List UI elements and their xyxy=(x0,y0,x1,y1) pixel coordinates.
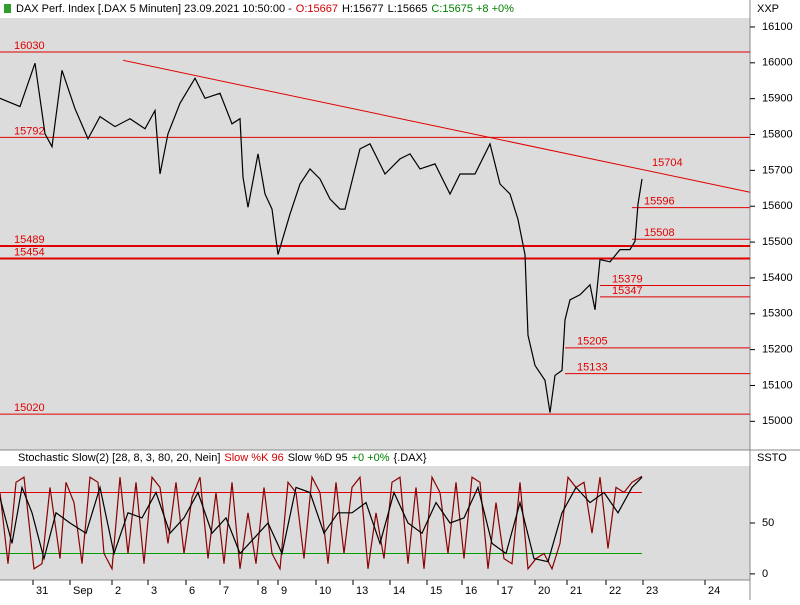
icon xyxy=(4,4,11,13)
level-label: 15020 xyxy=(14,402,45,414)
series-line xyxy=(0,476,643,563)
level-label: 16030 xyxy=(14,40,45,52)
header-value: L:15665 xyxy=(388,3,428,15)
axis-area xyxy=(750,0,800,600)
x-tick-label: 9 xyxy=(281,585,287,597)
level-label: 15205 xyxy=(577,336,608,348)
x-tick-label: 20 xyxy=(538,585,550,597)
series-line xyxy=(0,63,643,413)
y-tick-label: 15500 xyxy=(762,236,793,248)
x-tick-label: 14 xyxy=(393,585,405,597)
axis-area xyxy=(0,580,750,600)
level-label: 15596 xyxy=(644,196,675,208)
y-tick-label: 0 xyxy=(762,568,768,580)
series-line xyxy=(0,475,643,571)
x-tick-label: 2 xyxy=(115,585,121,597)
level-label: 15379 xyxy=(612,273,643,285)
x-tick-label: Sep xyxy=(73,585,93,597)
header-value: O:15667 xyxy=(296,3,338,15)
x-tick-label: 24 xyxy=(708,585,720,597)
level-label: 15454 xyxy=(14,246,45,258)
x-tick-label: 8 xyxy=(261,585,267,597)
header-value: H:15677 xyxy=(342,3,384,15)
y-tick-label: 15200 xyxy=(762,344,793,356)
y-tick-label: 15000 xyxy=(762,415,793,427)
y-tick-label: 15900 xyxy=(762,93,793,105)
y-tick-label: 16100 xyxy=(762,21,793,33)
y-tick-label: 15100 xyxy=(762,379,793,391)
header: DAX Perf. Index [.DAX 5 Minuten] 23.09.2… xyxy=(16,3,514,15)
y-tick-label: 15800 xyxy=(762,128,793,140)
level-label: 15704 xyxy=(652,157,683,169)
header: Stochastic Slow(2) [28, 8, 3, 80, 20, Ne… xyxy=(18,452,427,464)
header-value: C:15675 +8 +0% xyxy=(431,3,514,15)
x-tick-label: 17 xyxy=(501,585,513,597)
x-tick-label: 31 xyxy=(36,585,48,597)
y-tick-label: 16000 xyxy=(762,57,793,69)
x-tick-label: 6 xyxy=(189,585,195,597)
y-tick-label: 15600 xyxy=(762,200,793,212)
x-tick-label: 15 xyxy=(430,585,442,597)
level-label: 15508 xyxy=(644,227,675,239)
level-label: 15489 xyxy=(14,234,45,246)
x-tick-label: 16 xyxy=(465,585,477,597)
x-tick-label: 21 xyxy=(570,585,582,597)
y-tick-label: 15300 xyxy=(762,308,793,320)
x-tick-label: 7 xyxy=(223,585,229,597)
y-axis-label: XXP xyxy=(757,3,779,15)
level-label: 15347 xyxy=(612,285,643,297)
x-tick-label: 13 xyxy=(356,585,368,597)
x-tick-label: 10 xyxy=(319,585,331,597)
level-label: 15133 xyxy=(577,362,608,374)
x-tick-label: 23 xyxy=(646,585,658,597)
header-value: Slow %D 95 xyxy=(288,452,348,464)
background xyxy=(0,0,750,600)
title: Stochastic Slow(2) [28, 8, 3, 80, 20, Ne… xyxy=(18,452,220,464)
header-bar xyxy=(0,450,750,466)
trend-line xyxy=(122,59,751,193)
header-value: Slow %K 96 xyxy=(224,452,283,464)
header-bar xyxy=(0,0,750,18)
y-axis-label: SSTO xyxy=(757,452,787,464)
x-tick-label: 3 xyxy=(151,585,157,597)
header-value: {.DAX} xyxy=(394,452,427,464)
level-label: 15792 xyxy=(14,125,45,137)
y-tick-label: 50 xyxy=(762,517,774,529)
header-value: +0 +0% xyxy=(352,452,390,464)
y-tick-label: 15700 xyxy=(762,164,793,176)
x-tick-label: 22 xyxy=(609,585,621,597)
title: DAX Perf. Index [.DAX 5 Minuten] 23.09.2… xyxy=(16,3,292,15)
y-tick-label: 15400 xyxy=(762,272,793,284)
